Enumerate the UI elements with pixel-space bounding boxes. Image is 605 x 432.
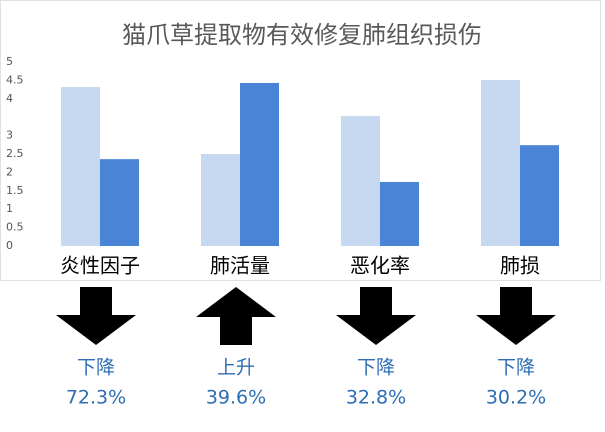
annotation-text: 上升 [217, 357, 255, 379]
bar [240, 82, 279, 246]
y-tick-label: 2 [6, 165, 13, 178]
x-tick-label: 恶化率 [350, 254, 410, 278]
chart-title: 猫爪草提取物有效修复肺组织损伤 [122, 21, 482, 49]
annotation-text: 下降 [497, 357, 535, 379]
arrow [476, 287, 556, 345]
bar [520, 145, 559, 246]
x-tick-label: 肺损 [500, 254, 540, 278]
annotation-text: 下降 [357, 357, 395, 379]
y-tick-label: 4 [6, 92, 13, 105]
y-tick-label: 0.5 [6, 221, 24, 234]
bar [380, 181, 419, 246]
arrow [56, 287, 136, 345]
arrow [336, 287, 416, 345]
annotation-text: 下降 [77, 357, 115, 379]
bar [100, 159, 139, 246]
y-tick-label: 1.5 [6, 184, 24, 197]
y-tick-label: 3 [6, 129, 13, 142]
annotation-change: 39.6% [206, 387, 266, 409]
y-tick-label: 4.5 [6, 73, 24, 86]
x-tick-label: 炎性因子 [60, 254, 140, 278]
annotation-change: 72.3% [66, 387, 126, 409]
y-tick-label: 5 [6, 55, 13, 68]
y-tick-label: 0 [6, 239, 13, 252]
bar [481, 80, 520, 246]
bar [201, 154, 240, 246]
annotation-change: 30.2% [486, 387, 546, 409]
arrow [196, 287, 276, 345]
y-tick-label: 2.5 [6, 147, 24, 160]
annotation-change: 32.8% [346, 387, 406, 409]
bar [61, 87, 100, 246]
bar [341, 116, 380, 246]
y-tick-label: 1 [6, 202, 13, 215]
x-tick-label: 肺活量 [210, 254, 270, 278]
